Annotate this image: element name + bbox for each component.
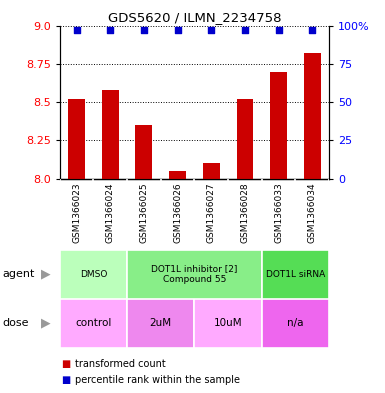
Text: GSM1366034: GSM1366034	[308, 182, 317, 243]
Bar	[262, 250, 329, 299]
Text: GSM1366024: GSM1366024	[106, 182, 115, 243]
Point	[107, 27, 113, 33]
Text: dose: dose	[2, 318, 28, 328]
Text: ■: ■	[62, 375, 71, 386]
Text: GSM1366033: GSM1366033	[274, 182, 283, 243]
Bar	[203, 163, 220, 179]
Text: ▶: ▶	[41, 317, 51, 330]
Bar	[169, 171, 186, 179]
Bar	[304, 53, 321, 179]
Text: DOT1L inhibitor [2]
Compound 55: DOT1L inhibitor [2] Compound 55	[151, 264, 238, 284]
Text: GSM1366028: GSM1366028	[241, 182, 249, 243]
Text: GSM1366027: GSM1366027	[207, 182, 216, 243]
Point	[276, 27, 282, 33]
Bar	[262, 299, 329, 348]
Point	[174, 27, 181, 33]
Bar	[102, 90, 119, 179]
Bar	[194, 299, 262, 348]
Text: ■: ■	[62, 358, 71, 369]
Text: agent: agent	[2, 269, 34, 279]
Text: transformed count: transformed count	[75, 358, 166, 369]
Bar	[236, 99, 253, 179]
Text: percentile rank within the sample: percentile rank within the sample	[75, 375, 240, 386]
Text: DOT1L siRNA: DOT1L siRNA	[266, 270, 325, 279]
Point	[242, 27, 248, 33]
Point	[309, 27, 315, 33]
Text: DMSO: DMSO	[80, 270, 107, 279]
Point	[74, 27, 80, 33]
Text: 2uM: 2uM	[150, 318, 172, 328]
Text: control: control	[75, 318, 112, 328]
Bar	[270, 72, 287, 179]
Bar	[60, 250, 127, 299]
Text: n/a: n/a	[287, 318, 304, 328]
Text: ▶: ▶	[41, 268, 51, 281]
Text: GSM1366023: GSM1366023	[72, 182, 81, 243]
Text: GSM1366025: GSM1366025	[139, 182, 148, 243]
Title: GDS5620 / ILMN_2234758: GDS5620 / ILMN_2234758	[108, 11, 281, 24]
Text: 10uM: 10uM	[214, 318, 243, 328]
Text: GSM1366026: GSM1366026	[173, 182, 182, 243]
Bar	[60, 299, 127, 348]
Bar	[127, 250, 262, 299]
Point	[141, 27, 147, 33]
Bar	[136, 125, 152, 179]
Bar	[127, 299, 194, 348]
Bar	[68, 99, 85, 179]
Point	[208, 27, 214, 33]
